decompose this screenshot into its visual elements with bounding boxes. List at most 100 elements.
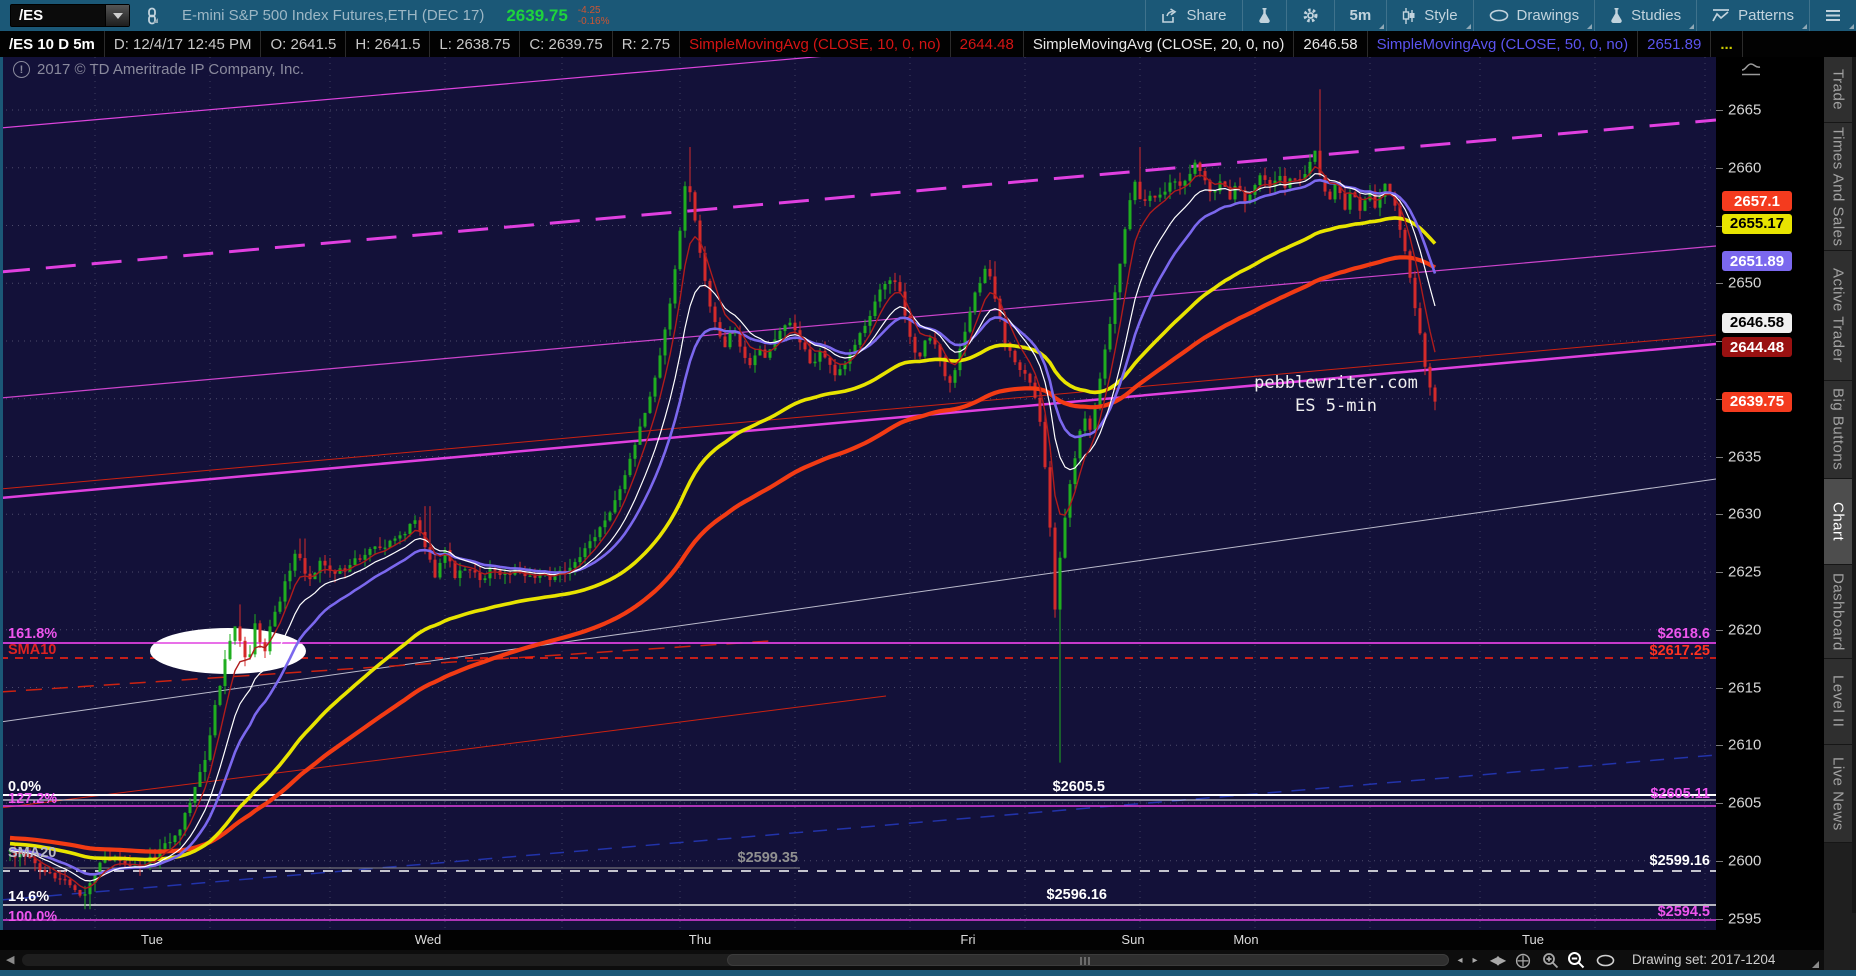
axis-tick [1716,860,1723,862]
trendline-gray-trendline[interactable] [3,478,1716,723]
study-sma10-value: 2644.48 [951,31,1024,57]
chart-scrollbar[interactable] [22,954,1449,966]
zoom-in-icon[interactable] [1538,950,1562,970]
candle-body [1213,191,1217,193]
candle-body [1258,175,1262,186]
trendline-red-trendline-upper[interactable] [3,334,1716,490]
candle-body [1153,195,1157,198]
drawing-ellipse-tool-icon[interactable] [1592,950,1618,970]
share-label: Share [1186,7,1227,24]
time-axis[interactable]: Tue Wed Thu Fri Sun Mon Tue [0,930,1824,950]
time-axis-label: Wed [414,932,442,947]
highlight-ellipse[interactable] [150,628,306,674]
trendline-channel-upper-dashed[interactable] [3,118,1716,274]
candlestick-chart[interactable]: 161.8%SMA10 0.0%127.2% SMA20 14.6% 100.0% $26… [3,57,1716,930]
candle-body [688,186,692,193]
candle-body [613,500,617,513]
time-axis-label: Sun [1121,932,1145,947]
bar-range: R: 2.75 [613,31,681,57]
symbol-value[interactable]: /ES [19,7,44,24]
patterns-button[interactable]: Patterns [1696,0,1809,31]
sidebar-tab-dashboard[interactable]: Dashboard [1824,565,1852,659]
bar-open: O: 2641.5 [261,31,347,57]
scrollbar-thumb[interactable] [727,954,1449,966]
scroll-left-icon[interactable]: ◀ [6,954,15,966]
timeframe-button[interactable]: 5m [1333,0,1387,31]
study-sma20-label[interactable]: SimpleMovingAvg (CLOSE, 20, 0, no) [1024,31,1295,57]
price-badge-2657.1: 2657.1 [1722,191,1792,212]
link-icon[interactable] [144,7,160,25]
candle-body [103,859,107,863]
candle-body [1408,251,1412,278]
chart-label: $2617.25 [1650,643,1710,659]
ma-line-SMA-slow-orange[interactable] [9,255,1436,854]
share-icon [1162,7,1177,23]
candle-body [1383,183,1387,197]
sidebar-tab-times-and-sales[interactable]: Times And Sales [1824,123,1852,251]
trendline-channel-mid-thin[interactable] [3,245,1716,399]
candle-body [973,292,977,312]
chart-plot-area[interactable]: 161.8% SMA10 0.0% 127.2% SMA20 14.6% 100.0% $26… [0,57,1716,930]
candle-body [828,357,832,365]
sidebar-tab-level-ii[interactable]: Level II [1824,659,1852,745]
candle-body [28,856,32,859]
ellipse-icon [1489,9,1508,22]
quick-study-button[interactable] [1241,0,1286,31]
candle-body [1103,349,1107,379]
resize-corner-icon[interactable] [1812,961,1819,968]
trendline-channel-upper-inner[interactable] [3,57,860,129]
ma-line-SMA-slow-yellow[interactable] [9,216,1437,862]
candle-body [848,354,852,364]
ma-line-SMA50[interactable] [9,178,1437,876]
price-badge-2644.48: 2644.48 [1722,337,1792,357]
more-studies-indicator[interactable]: ... [1711,31,1743,57]
settings-button[interactable] [1285,0,1334,31]
candle-body [633,444,637,459]
zoom-out-icon[interactable] [1564,950,1588,970]
candle-body [673,269,677,304]
sidebar-tab-trade[interactable]: Trade [1824,57,1852,123]
pan-right-icon[interactable]: ▸ [1472,954,1478,966]
drawings-button[interactable]: Drawings [1472,0,1595,31]
trendline-blue-dashed-trendline[interactable] [3,754,1716,901]
expand-horizontal-icon[interactable]: ◀▶ [1489,953,1506,967]
studies-button[interactable]: Studies [1594,0,1696,31]
candle-body [303,558,307,574]
candle-body [483,578,487,581]
study-sma10-label[interactable]: SimpleMovingAvg (CLOSE, 10, 0, no) [680,31,951,57]
pan-move-icon[interactable]: ⨁ [1515,952,1531,969]
candle-body [888,280,892,284]
sidebar-tab-chart[interactable]: Chart [1824,479,1852,565]
symbol-input[interactable]: /ES [10,4,130,27]
candle-body [1023,370,1027,374]
share-button[interactable]: Share [1145,0,1241,31]
candle-body [1263,175,1267,180]
style-button[interactable]: Style [1386,0,1472,31]
candle-body [628,458,632,476]
drawing-set-label[interactable]: Drawing set: 2017-1204 [1632,952,1776,967]
ma-line-SMA10[interactable] [9,165,1436,890]
study-sma50-label[interactable]: SimpleMovingAvg (CLOSE, 50, 0, no) [1368,31,1639,57]
pan-left-icon[interactable]: ◂ [1457,954,1463,966]
ma-line-SMA20[interactable] [9,173,1436,882]
symbol-dropdown-button[interactable] [105,5,129,26]
dropdown-caret-icon [112,12,123,19]
sidebar-tab-active-trader[interactable]: Active Trader [1824,251,1852,381]
candle-body [1043,421,1047,468]
menu-button[interactable] [1809,0,1856,31]
sidebar-tab-big-buttons[interactable]: Big Buttons [1824,381,1852,479]
candle-body [178,829,182,836]
axis-tick [1716,514,1723,516]
trendline-red-dashed-trendline[interactable] [3,640,771,693]
candle-body [963,331,967,349]
candle-body [573,562,577,568]
candle-body [1268,179,1272,187]
candle-body [923,340,927,357]
line-chart-icon[interactable] [1740,61,1762,82]
price-axis[interactable]: 2665 2660 2650 2635 2630 2625 2620 2615 2610 2605… [1716,57,1824,930]
trendline-red-trendline-lower[interactable] [3,695,887,809]
trendline-channel-mid-bold[interactable] [3,342,1716,499]
candle-body [333,570,337,574]
sidebar-tab-live-news[interactable]: Live News [1824,745,1852,843]
